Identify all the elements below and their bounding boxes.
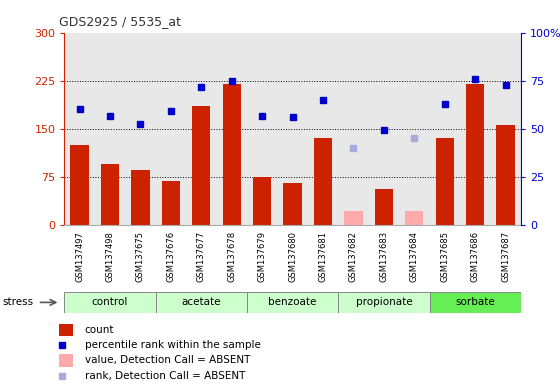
- Text: control: control: [92, 297, 128, 308]
- Bar: [338, 292, 430, 313]
- Bar: [375, 189, 393, 225]
- Bar: [101, 164, 119, 225]
- Text: count: count: [85, 325, 114, 335]
- Text: acetate: acetate: [181, 297, 221, 308]
- Bar: [59, 324, 73, 336]
- Text: GDS2925 / 5535_at: GDS2925 / 5535_at: [59, 15, 181, 28]
- Bar: [192, 106, 211, 225]
- Bar: [344, 210, 362, 225]
- Bar: [253, 177, 271, 225]
- Bar: [405, 210, 423, 225]
- Bar: [247, 292, 338, 313]
- Bar: [436, 138, 454, 225]
- Bar: [497, 126, 515, 225]
- Text: benzoate: benzoate: [268, 297, 317, 308]
- Bar: [283, 183, 302, 225]
- Bar: [132, 170, 150, 225]
- Text: propionate: propionate: [356, 297, 412, 308]
- Bar: [314, 138, 332, 225]
- Bar: [430, 292, 521, 313]
- Text: percentile rank within the sample: percentile rank within the sample: [85, 340, 260, 350]
- Bar: [71, 145, 88, 225]
- Bar: [162, 181, 180, 225]
- Bar: [466, 84, 484, 225]
- Bar: [156, 292, 247, 313]
- Text: rank, Detection Call = ABSENT: rank, Detection Call = ABSENT: [85, 371, 245, 381]
- Text: stress: stress: [3, 297, 34, 308]
- Text: value, Detection Call = ABSENT: value, Detection Call = ABSENT: [85, 356, 250, 366]
- Bar: [223, 84, 241, 225]
- Bar: [64, 292, 156, 313]
- Bar: [59, 354, 73, 367]
- Text: sorbate: sorbate: [455, 297, 495, 308]
